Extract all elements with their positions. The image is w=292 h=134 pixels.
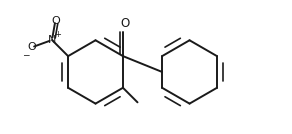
Text: +: + xyxy=(54,30,61,39)
Text: O: O xyxy=(27,42,36,52)
Text: N: N xyxy=(48,35,56,45)
Text: O: O xyxy=(121,17,130,30)
Text: O: O xyxy=(51,16,60,26)
Text: −: − xyxy=(22,50,29,59)
